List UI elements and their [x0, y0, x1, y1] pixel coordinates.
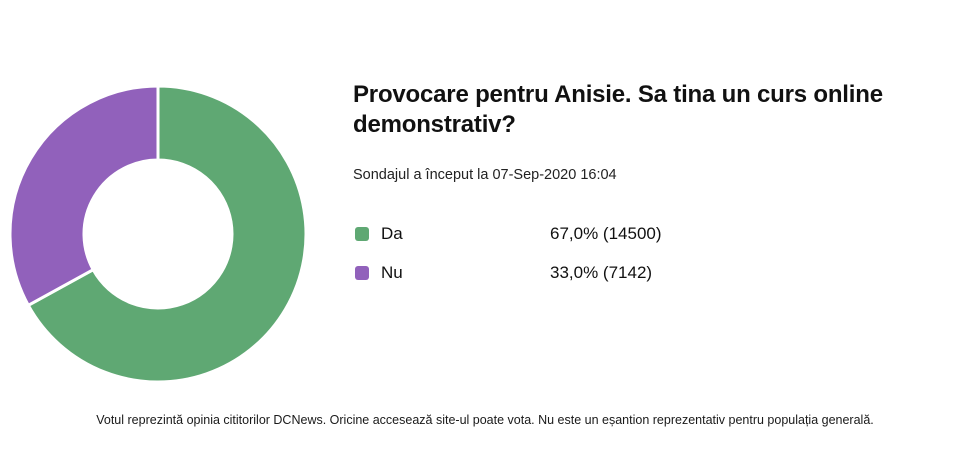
poll-disclaimer: Votul reprezintă opinia cititorilor DCNe…: [96, 413, 874, 427]
donut-slice-da: [26, 84, 308, 384]
legend-value-da: 67,0% (14500): [550, 224, 662, 243]
legend-row-da: Da 67,0% (14500): [353, 224, 938, 245]
donut-chart: [8, 84, 308, 384]
poll-info-panel: Provocare pentru Anisie. Sa tina un curs…: [353, 80, 938, 302]
legend-swatch-da: [355, 227, 369, 241]
legend-label-nu: Nu: [381, 263, 403, 282]
donut-slice-nu: [8, 84, 160, 307]
donut-chart-svg: [8, 84, 308, 384]
poll-title: Provocare pentru Anisie. Sa tina un curs…: [353, 81, 883, 138]
legend-label-da: Da: [381, 224, 403, 243]
legend: Da 67,0% (14500) Nu 33,0% (7142): [353, 224, 938, 284]
legend-swatch-nu: [355, 266, 369, 280]
poll-start-date: Sondajul a început la 07-Sep-2020 16:04: [353, 167, 617, 183]
legend-value-nu: 33,0% (7142): [550, 263, 653, 282]
legend-row-nu: Nu 33,0% (7142): [353, 263, 938, 284]
